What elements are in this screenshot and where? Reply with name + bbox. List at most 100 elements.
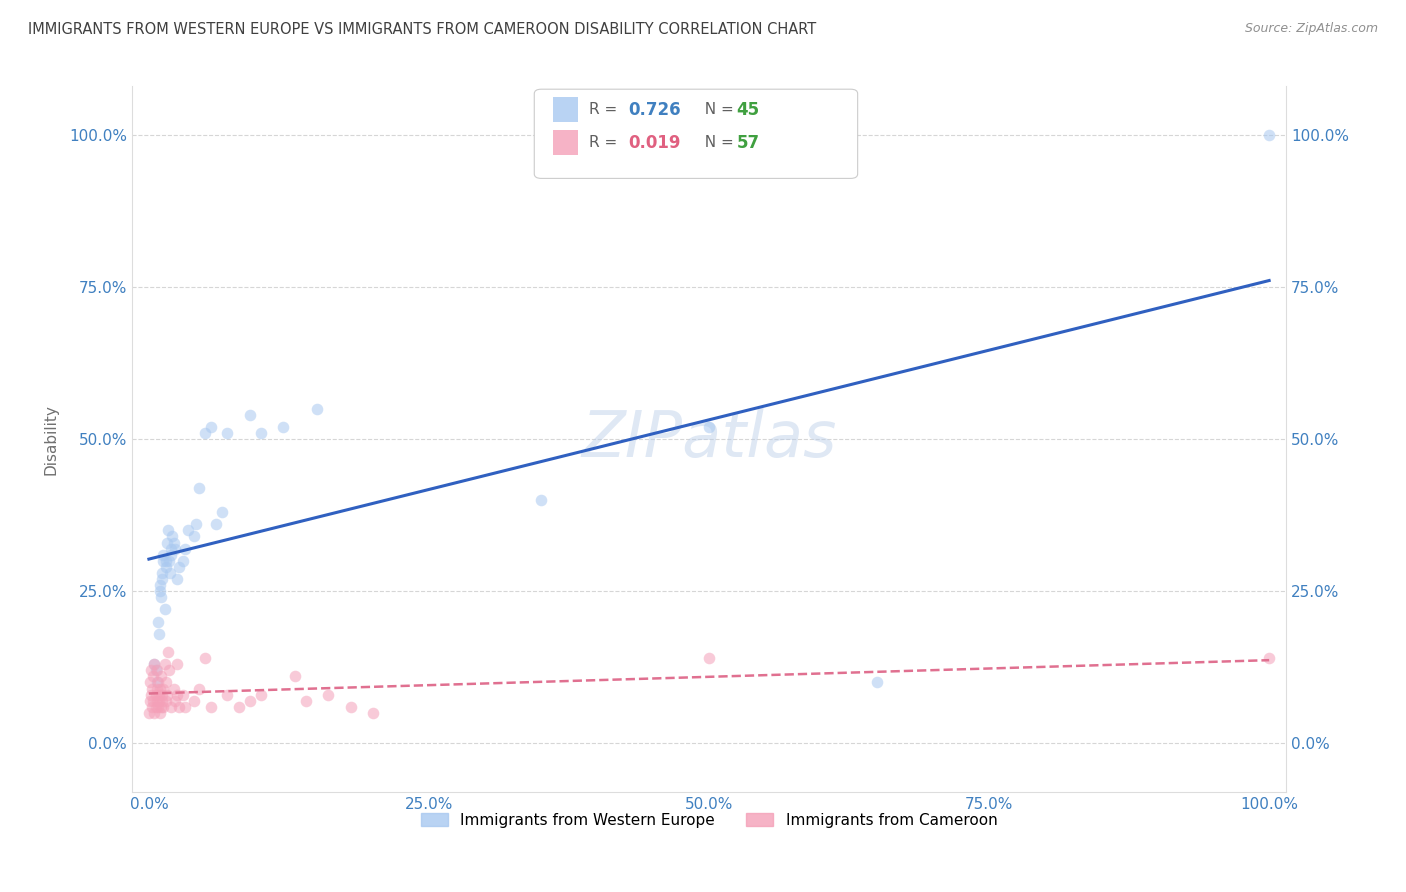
Y-axis label: Disability: Disability xyxy=(44,404,58,475)
Point xyxy=(149,578,172,592)
Point xyxy=(697,651,720,665)
Point xyxy=(194,426,217,441)
Legend: Immigrants from Western Europe, Immigrants from Cameroon: Immigrants from Western Europe, Immigran… xyxy=(415,806,1004,834)
Point xyxy=(153,602,176,616)
Point xyxy=(250,426,273,441)
Point xyxy=(166,572,188,586)
Point xyxy=(866,675,889,690)
Point xyxy=(163,694,186,708)
Point xyxy=(157,663,180,677)
Point xyxy=(141,681,163,696)
Point xyxy=(217,426,239,441)
Point xyxy=(166,688,188,702)
Point xyxy=(211,505,233,519)
Point xyxy=(143,657,166,672)
Point xyxy=(162,681,184,696)
Point xyxy=(239,694,262,708)
Text: ZIPatlas: ZIPatlas xyxy=(581,409,837,470)
Point xyxy=(250,688,273,702)
Point xyxy=(194,651,217,665)
Point xyxy=(1258,651,1281,665)
Point xyxy=(167,699,190,714)
Point xyxy=(152,699,174,714)
Point xyxy=(150,699,173,714)
Point xyxy=(148,688,170,702)
Point xyxy=(200,420,222,434)
Point xyxy=(361,706,384,720)
Point xyxy=(184,517,207,532)
Point xyxy=(148,694,170,708)
Point xyxy=(153,657,176,672)
Text: 0.726: 0.726 xyxy=(628,101,681,119)
Point xyxy=(142,694,165,708)
Point xyxy=(273,420,295,434)
Point xyxy=(146,615,169,629)
Point xyxy=(146,675,169,690)
Point xyxy=(139,663,162,677)
Point xyxy=(530,493,553,508)
Text: Source: ZipAtlas.com: Source: ZipAtlas.com xyxy=(1244,22,1378,36)
Point xyxy=(148,627,170,641)
Point xyxy=(143,657,166,672)
Point xyxy=(160,699,183,714)
Point xyxy=(156,535,179,549)
Point xyxy=(150,669,173,683)
Point xyxy=(156,645,179,659)
Point xyxy=(188,481,211,495)
Point xyxy=(283,669,305,683)
Point xyxy=(152,554,174,568)
Point xyxy=(156,524,179,538)
Point xyxy=(200,699,222,714)
Point xyxy=(157,554,180,568)
Point xyxy=(339,699,361,714)
Text: 0.019: 0.019 xyxy=(628,134,681,152)
Point xyxy=(316,688,339,702)
Point xyxy=(155,694,177,708)
Point xyxy=(183,694,205,708)
Point xyxy=(150,688,173,702)
Point xyxy=(150,591,173,605)
Text: IMMIGRANTS FROM WESTERN EUROPE VS IMMIGRANTS FROM CAMEROON DISABILITY CORRELATIO: IMMIGRANTS FROM WESTERN EUROPE VS IMMIGR… xyxy=(28,22,817,37)
Point xyxy=(145,681,167,696)
Point xyxy=(1258,128,1281,142)
Point xyxy=(156,688,179,702)
Point xyxy=(150,566,173,580)
Point xyxy=(149,706,172,720)
Point xyxy=(152,548,174,562)
Point xyxy=(145,675,167,690)
Point xyxy=(146,699,169,714)
Point xyxy=(155,554,177,568)
Point xyxy=(163,541,186,556)
Point xyxy=(145,694,167,708)
Point xyxy=(145,688,167,702)
Point xyxy=(166,657,188,672)
Text: R =: R = xyxy=(589,136,623,150)
Point xyxy=(141,699,163,714)
Point xyxy=(142,669,165,683)
Point xyxy=(183,529,205,543)
Text: 57: 57 xyxy=(737,134,759,152)
Point xyxy=(160,548,183,562)
Point xyxy=(143,706,166,720)
Point xyxy=(155,675,177,690)
Point xyxy=(145,663,167,677)
Point xyxy=(138,706,160,720)
Point xyxy=(139,688,162,702)
Point xyxy=(152,681,174,696)
Point xyxy=(162,535,184,549)
Point xyxy=(172,688,194,702)
Point xyxy=(205,517,228,532)
Point xyxy=(155,560,177,574)
Point xyxy=(150,572,173,586)
Point xyxy=(294,694,316,708)
Point xyxy=(145,663,167,677)
Point xyxy=(188,681,211,696)
Point xyxy=(173,699,195,714)
Point xyxy=(697,420,720,434)
Point xyxy=(139,694,162,708)
Point xyxy=(217,688,239,702)
Point xyxy=(177,524,200,538)
Point xyxy=(139,675,162,690)
Point xyxy=(173,541,195,556)
Point xyxy=(228,699,250,714)
